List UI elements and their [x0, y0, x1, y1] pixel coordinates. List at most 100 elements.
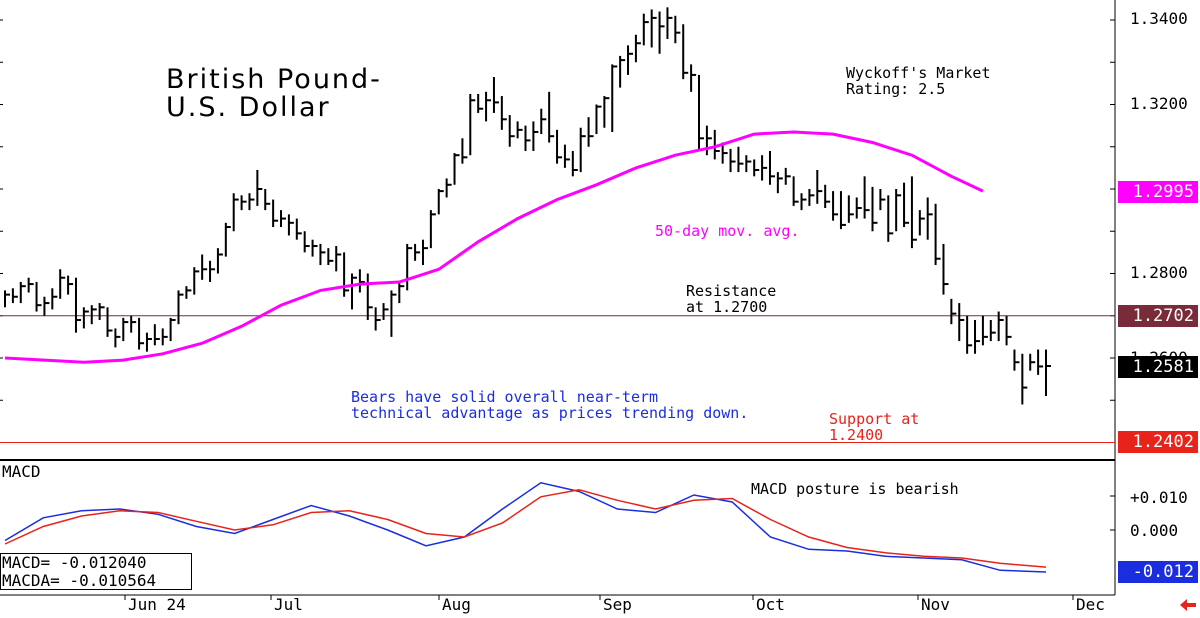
price-bar: [887, 195, 894, 242]
price-bar: [153, 324, 160, 346]
price-bar: [67, 275, 74, 295]
price-bar: [571, 150, 578, 177]
price-bar: [524, 125, 531, 151]
price-bar: [847, 195, 854, 223]
price-bar: [51, 288, 58, 310]
price-bar: [666, 7, 673, 40]
price-bar: [185, 286, 192, 299]
price-bar: [587, 117, 594, 147]
price-bar: [792, 176, 799, 206]
price-bar: [966, 315, 973, 354]
price-bar: [256, 169, 263, 206]
price-bar: [130, 315, 137, 333]
price-bar: [934, 203, 941, 266]
price-bar: [832, 191, 839, 221]
price-bar: [437, 189, 444, 215]
price-bar: [177, 290, 184, 325]
price-bar: [713, 129, 720, 160]
price-bar: [264, 189, 271, 211]
price-bar: [642, 13, 649, 46]
price-bar: [445, 178, 452, 198]
month-label: Dec: [1076, 595, 1105, 614]
macd-readout: MACD= -0.012040 MACDA= -0.010564: [0, 553, 192, 590]
macd-value: MACD= -0.012040: [2, 553, 147, 572]
macd-line: [4, 481, 1047, 573]
price-bar: [532, 121, 539, 151]
scroll-left-arrow-icon[interactable]: [1178, 597, 1198, 613]
macd-tick: 0.000: [1130, 521, 1179, 540]
macda-value: MACDA= -0.010564: [2, 571, 157, 590]
price-bar: [138, 317, 145, 350]
ma-price-tag: 1.2995: [1118, 181, 1198, 203]
price-bar: [674, 15, 681, 44]
price-bar: [698, 74, 704, 149]
month-label: Sep: [603, 595, 632, 614]
price-bar: [374, 307, 381, 331]
macda-line: [4, 489, 1047, 568]
price-bar: [43, 296, 50, 316]
month-label: Aug: [442, 595, 471, 614]
support-label: Support at 1.2400: [829, 410, 920, 444]
price-bar: [295, 218, 302, 240]
price-tick: 1.3200: [1130, 94, 1188, 113]
macd-value-tag: -0.012: [1118, 561, 1198, 583]
price-bar: [895, 189, 902, 232]
price-bar: [768, 150, 775, 185]
price-bar: [556, 129, 563, 164]
price-bar: [287, 214, 294, 236]
price-bar: [335, 246, 342, 272]
price-bar: [500, 96, 507, 130]
price-bar: [232, 193, 239, 232]
price-bar: [82, 307, 89, 329]
price-bar: [627, 45, 634, 75]
price-bar: [1005, 315, 1012, 346]
price-bar: [114, 328, 121, 348]
price-bar: [508, 115, 515, 147]
price-bar: [272, 199, 279, 228]
price-bar: [516, 121, 523, 139]
month-label: Nov: [921, 595, 950, 614]
price-bar: [745, 155, 752, 173]
price-bar: [753, 159, 760, 177]
price-bar: [90, 305, 97, 325]
price-bar: [548, 91, 555, 143]
month-label: Oct: [756, 595, 785, 614]
price-bar: [958, 303, 965, 342]
price-bar: [406, 243, 413, 291]
last-price-tag: 1.2581: [1118, 356, 1198, 378]
frame: [0, 0, 1116, 600]
price-bar: [690, 64, 697, 92]
price-bar: [863, 176, 870, 219]
price-bar: [816, 169, 823, 204]
price-bar: [74, 277, 81, 333]
price-bar: [35, 281, 42, 312]
price-bar: [106, 307, 113, 337]
price-bar: [721, 142, 728, 164]
price-bar: [776, 172, 783, 194]
price-bar: [303, 231, 310, 253]
price-bar: [1021, 353, 1028, 405]
price-bar: [650, 9, 657, 48]
price-bar: [224, 222, 231, 257]
price-bar: [161, 328, 168, 346]
price-bar: [855, 197, 862, 219]
price-bar: [11, 288, 18, 304]
price-bar: [981, 315, 988, 346]
price-bar: [358, 269, 365, 293]
price-bar: [209, 260, 216, 282]
price-bar: [492, 77, 499, 113]
price-tick: 1.2800: [1130, 263, 1188, 282]
price-bar: [216, 248, 223, 274]
price-bar: [169, 317, 176, 342]
macd-lines: [4, 481, 1047, 573]
price-bar: [453, 153, 460, 185]
price-bar: [634, 34, 641, 63]
bears-annotation: Bears have solid overall near-term techn…: [351, 388, 749, 422]
price-bar: [603, 96, 610, 128]
price-bar: [1045, 349, 1051, 397]
price-bar: [705, 125, 712, 156]
price-bar: [540, 108, 547, 135]
price-bar: [1037, 349, 1044, 375]
price-bar: [619, 55, 626, 88]
